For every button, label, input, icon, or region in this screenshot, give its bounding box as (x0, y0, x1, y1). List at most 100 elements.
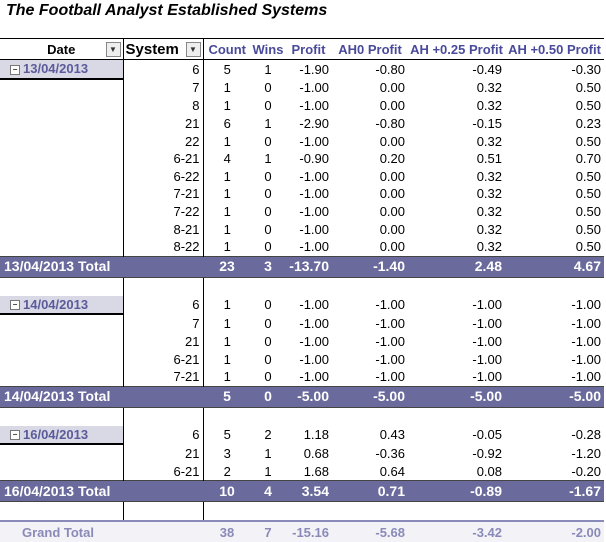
count-cell: 5 (223, 427, 231, 443)
header-row: Date ▼ System ▼ Count Wins Profit AH0 Pr… (0, 38, 604, 60)
ah25-cell: 0.32 (476, 204, 502, 220)
pivot-table: Date ▼ System ▼ Count Wins Profit AH0 Pr… (0, 38, 604, 542)
ah25-cell: 0.51 (476, 151, 502, 167)
count-cell: 1 (223, 351, 231, 367)
system-cell: 6 (122, 59, 204, 79)
ah25-cell: -1.00 (472, 315, 502, 331)
ah0-header: AH0 Profit (332, 38, 408, 60)
filter-dropdown-icon[interactable]: ▼ (105, 42, 121, 57)
date-empty-cell (0, 238, 123, 256)
spacer-cell (0, 407, 123, 426)
date-empty-cell (0, 132, 123, 150)
wins-cell: 0 (264, 133, 272, 149)
ah0-cell: 0.00 (379, 80, 405, 96)
profit-cell: -2.90 (299, 116, 329, 132)
ah50-cell: -1.00 (571, 369, 601, 385)
grand-ah0-cell: -5.68 (332, 520, 408, 542)
date-empty-cell (0, 368, 123, 386)
wins-cell: 0 (264, 186, 272, 202)
date-group-label: 16/04/2013 (23, 426, 89, 442)
table-row: 22 1 0 -1.00 0.00 0.32 0.50 (0, 132, 604, 150)
table-row: 6-21 2 1 1.68 0.64 0.08 -0.20 (0, 462, 604, 481)
table-row: 8-21 1 0 -1.00 0.00 0.32 0.50 (0, 220, 604, 238)
ah50-cell: -1.00 (571, 315, 601, 331)
profit-cell: -1.00 (299, 133, 329, 149)
date-group-cell[interactable]: −13/04/2013 (0, 59, 123, 80)
count-cell: 1 (223, 369, 231, 385)
date-empty-cell (0, 463, 123, 481)
table-row: 6-22 1 0 -1.00 0.00 0.32 0.50 (0, 167, 604, 186)
count-cell: 1 (223, 334, 231, 350)
system-cell: 6-22 (122, 167, 204, 186)
collapse-minus-icon[interactable]: − (10, 64, 20, 75)
system-cell: 21 (122, 444, 204, 463)
count-cell: 6 (223, 116, 231, 132)
total-wins-cell: 3 (251, 255, 285, 278)
wins-cell: 1 (264, 61, 272, 77)
count-cell: 1 (223, 204, 231, 220)
ah50-cell: 0.50 (575, 98, 601, 114)
profit-cell: -1.00 (299, 334, 329, 350)
total-ah50-cell: 4.67 (505, 255, 604, 278)
wins-cell: 1 (264, 116, 272, 132)
count-cell: 3 (223, 445, 231, 461)
system-cell: 8-22 (122, 237, 204, 257)
profit-cell: -1.00 (299, 168, 329, 184)
system-cell: 6 (122, 425, 204, 445)
ah0-cell: -1.00 (375, 315, 405, 331)
grand-ah50-cell: -2.00 (505, 520, 604, 542)
spacer-row (0, 501, 604, 522)
system-dropdown-icon[interactable]: ▼ (185, 42, 201, 57)
grand-ah25-cell: -3.42 (408, 520, 505, 542)
ah0-cell: -1.00 (375, 351, 405, 367)
profit-cell: -1.00 (299, 369, 329, 385)
total-count-cell: 5 (203, 385, 251, 408)
ah25-cell: 0.08 (476, 463, 502, 479)
table-row: 7 1 0 -1.00 -1.00 -1.00 -1.00 (0, 314, 604, 333)
count-cell: 2 (223, 463, 231, 479)
count-cell: 5 (223, 61, 231, 77)
profit-header: Profit (285, 38, 332, 60)
total-ah0-cell: -5.00 (332, 385, 408, 408)
ah0-cell: -0.80 (375, 116, 405, 132)
grand-profit-cell: -15.16 (285, 520, 332, 542)
ah25-cell: -1.00 (472, 334, 502, 350)
table-row: −13/04/2013 6 5 1 -1.90 -0.80 -0.49 -0.30 (0, 59, 604, 80)
ah25-cell: -1.00 (472, 369, 502, 385)
wins-cell: 0 (264, 204, 272, 220)
ah0-cell: -1.00 (375, 369, 405, 385)
total-wins-cell: 4 (251, 480, 285, 503)
date-group-cell[interactable]: −16/04/2013 (0, 425, 123, 446)
wins-cell: 1 (264, 445, 272, 461)
date-header[interactable]: Date ▼ (0, 38, 123, 60)
total-profit-cell: -5.00 (285, 385, 332, 408)
date-empty-cell (0, 203, 123, 221)
group-total-label: 14/04/2013 Total (0, 385, 203, 408)
ah50-cell: -1.20 (571, 445, 601, 461)
count-cell: 1 (223, 98, 231, 114)
wins-cell: 0 (264, 98, 272, 114)
ah25-cell: 0.32 (476, 98, 502, 114)
system-header[interactable]: System ▼ (122, 38, 204, 60)
count-cell: 1 (223, 297, 231, 313)
date-empty-cell (0, 444, 123, 463)
ah0-cell: 0.00 (379, 98, 405, 114)
date-group-cell[interactable]: −14/04/2013 (0, 295, 123, 316)
system-cell: 7 (122, 314, 204, 333)
system-cell: 6-21 (122, 149, 204, 168)
total-wins-cell: 0 (251, 385, 285, 408)
collapse-minus-icon[interactable]: − (10, 300, 20, 311)
ah50-cell: 0.50 (575, 186, 601, 202)
collapse-minus-icon[interactable]: − (10, 430, 20, 441)
ah50-cell: 0.23 (575, 116, 601, 132)
table-row: 8-22 1 0 -1.00 0.00 0.32 0.50 (0, 237, 604, 257)
grand-count-cell: 38 (203, 520, 251, 542)
spacer-cell (122, 277, 204, 296)
ah25-cell: -1.00 (472, 297, 502, 313)
profit-cell: -1.00 (299, 186, 329, 202)
system-cell: 7-21 (122, 185, 204, 203)
total-ah0-cell: 0.71 (332, 480, 408, 503)
ah25-header: AH +0.25 Profit (408, 38, 505, 60)
ah0-cell: -0.36 (375, 445, 405, 461)
table-row: 21 6 1 -2.90 -0.80 -0.15 0.23 (0, 114, 604, 133)
